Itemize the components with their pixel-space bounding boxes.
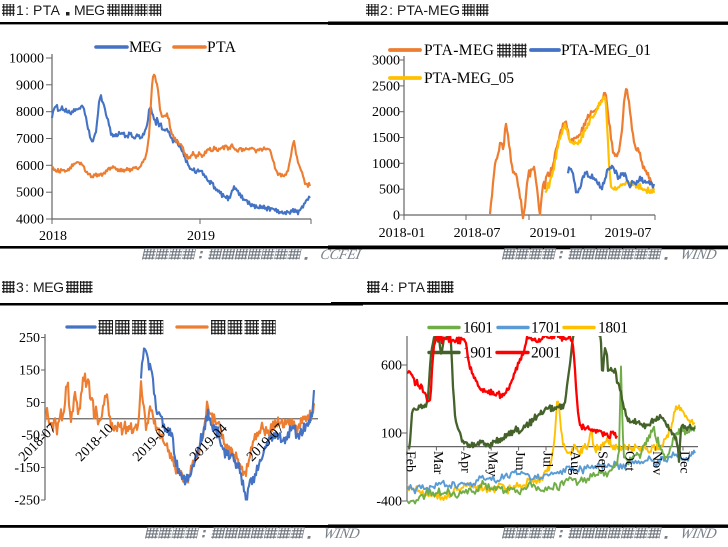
svg-text:1801: 1801: [598, 320, 628, 337]
svg-text:Jun: Jun: [512, 451, 527, 470]
svg-text:4000: 4000: [16, 213, 44, 228]
svg-text:PTA: PTA: [33, 2, 61, 18]
svg-text:1701: 1701: [531, 320, 561, 337]
svg-text:100: 100: [381, 427, 402, 442]
svg-text:PTA-MEG_05: PTA-MEG_05: [424, 70, 514, 87]
svg-text:2500: 2500: [372, 79, 400, 94]
svg-text:Oct: Oct: [622, 451, 637, 471]
svg-text:2018: 2018: [39, 229, 67, 244]
svg-text:2:: 2:: [380, 2, 393, 18]
svg-text:MEG: MEG: [74, 2, 105, 18]
svg-text:3000: 3000: [372, 54, 400, 69]
svg-text:2001: 2001: [531, 345, 561, 362]
svg-text:Apr: Apr: [457, 451, 472, 473]
svg-text:1601: 1601: [463, 320, 493, 337]
svg-text:PTA: PTA: [207, 39, 237, 56]
svg-text:Sep: Sep: [594, 451, 609, 472]
svg-text:1901: 1901: [463, 345, 493, 362]
svg-text:-150: -150: [14, 461, 40, 476]
svg-text:CCFEI: CCFEI: [319, 247, 363, 263]
svg-text:Nov: Nov: [649, 451, 664, 475]
svg-text:-50: -50: [21, 429, 40, 444]
svg-text:PTA-MEG: PTA-MEG: [424, 42, 494, 59]
svg-text:600: 600: [381, 359, 402, 374]
svg-text:MEG: MEG: [33, 279, 64, 295]
svg-text:500: 500: [379, 183, 400, 198]
svg-text:MEG: MEG: [129, 39, 162, 56]
svg-text:May: May: [485, 451, 500, 477]
svg-text:WIND: WIND: [679, 526, 719, 542]
svg-text:2019: 2019: [187, 229, 215, 244]
svg-text:7000: 7000: [16, 132, 44, 147]
svg-text:2000: 2000: [372, 105, 400, 120]
svg-text:1000: 1000: [372, 157, 400, 172]
svg-text:WIND: WIND: [679, 247, 719, 263]
svg-text:1500: 1500: [372, 131, 400, 146]
svg-text:-400: -400: [376, 495, 402, 510]
svg-text:3:: 3:: [16, 279, 29, 295]
svg-text:Aug: Aug: [567, 451, 582, 475]
svg-text:6000: 6000: [16, 159, 44, 174]
svg-text:5000: 5000: [16, 186, 44, 201]
svg-text:Mar: Mar: [430, 451, 445, 475]
svg-text:2019-07: 2019-07: [605, 226, 652, 241]
svg-text:Dec: Dec: [677, 451, 692, 474]
svg-text:1:: 1:: [16, 2, 29, 18]
svg-text:4:: 4:: [381, 279, 394, 295]
svg-text:2019-01: 2019-01: [530, 226, 577, 241]
svg-text:WIND: WIND: [322, 526, 362, 542]
svg-text:250: 250: [19, 331, 40, 346]
svg-text:150: 150: [19, 364, 40, 379]
svg-text:PTA-MEG: PTA-MEG: [397, 2, 460, 18]
svg-text:2018-01: 2018-01: [379, 226, 426, 241]
svg-text:Jul: Jul: [540, 451, 555, 467]
svg-text:-250: -250: [14, 494, 40, 509]
svg-text:2018-07: 2018-07: [454, 226, 501, 241]
svg-text:8000: 8000: [16, 105, 44, 120]
svg-text:9000: 9000: [16, 78, 44, 93]
svg-text:Feb: Feb: [403, 451, 418, 472]
svg-text:50: 50: [26, 396, 40, 411]
svg-text:PTA: PTA: [398, 279, 426, 295]
svg-text:10000: 10000: [9, 52, 44, 67]
svg-text:0: 0: [393, 209, 400, 224]
svg-text:PTA-MEG_01: PTA-MEG_01: [561, 42, 651, 59]
